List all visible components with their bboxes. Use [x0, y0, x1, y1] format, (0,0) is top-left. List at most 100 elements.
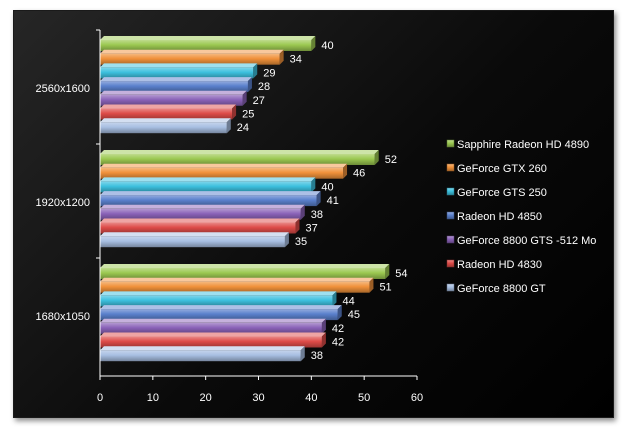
bar-front-face — [100, 350, 301, 362]
bar-end-face — [369, 277, 374, 293]
bar-end-face — [337, 305, 342, 321]
bar-top-face — [100, 63, 258, 68]
bar — [100, 264, 390, 279]
legend-item: GeForce GTS 250 — [446, 187, 547, 199]
bar-top-face — [100, 218, 300, 223]
bar-front-face — [100, 295, 333, 307]
data-label: 29 — [263, 67, 275, 79]
data-label: 38 — [311, 350, 323, 362]
bar-top-face — [100, 49, 284, 54]
data-label: 37 — [305, 223, 317, 235]
bar-end-face — [332, 291, 337, 307]
bar-end-face — [343, 163, 348, 179]
category-label: 1920x1200 — [36, 197, 90, 209]
bar — [100, 36, 316, 51]
x-tick-label: 30 — [252, 392, 264, 404]
bar-top-face — [100, 305, 342, 310]
category-label: 2560x1600 — [36, 83, 90, 95]
bar — [100, 63, 258, 79]
legend-swatch — [446, 211, 455, 220]
data-label: 40 — [321, 40, 333, 52]
bar-top-face — [100, 104, 237, 109]
bar-end-face — [279, 49, 284, 65]
legend-label: GeForce GTS 250 — [457, 187, 547, 199]
bar — [100, 191, 321, 207]
bar-front-face — [100, 167, 344, 179]
bar-front-face — [100, 40, 312, 51]
data-label: 28 — [258, 81, 270, 93]
bar-front-face — [100, 309, 338, 321]
bar-end-face — [253, 63, 258, 79]
bar-end-face — [374, 150, 379, 165]
legend: Sapphire Radeon HD 4890 GeForce GTX 260 Ge… — [446, 139, 596, 295]
bar — [100, 49, 284, 65]
legend-label: Sapphire Radeon HD 4890 — [457, 139, 589, 151]
data-label: 42 — [332, 323, 344, 335]
data-label: 42 — [332, 337, 344, 349]
bar-front-face — [100, 268, 386, 279]
bar-top-face — [100, 36, 316, 40]
bar-top-face — [100, 150, 379, 154]
bar-top-face — [100, 204, 305, 209]
data-label: 27 — [253, 95, 265, 107]
bar-top-face — [100, 163, 348, 168]
bar — [100, 332, 326, 348]
data-label: 54 — [395, 268, 407, 280]
bar-top-face — [100, 232, 289, 237]
legend-swatch — [446, 283, 455, 292]
legend-item: Sapphire Radeon HD 4890 — [446, 139, 589, 151]
bar — [100, 232, 289, 248]
legend-label: Radeon HD 4830 — [457, 259, 542, 271]
bar-front-face — [100, 122, 227, 134]
legend-label: Radeon HD 4850 — [457, 211, 542, 223]
bar — [100, 118, 231, 134]
bar-end-face — [300, 204, 305, 220]
x-tick-label: 10 — [147, 392, 159, 404]
bar — [100, 346, 305, 362]
bar-front-face — [100, 236, 285, 248]
bar-end-face — [247, 77, 252, 93]
legend-swatch — [446, 187, 455, 196]
data-label: 35 — [295, 236, 307, 248]
data-label: 46 — [353, 168, 365, 180]
bar-top-face — [100, 264, 390, 268]
bar-end-face — [321, 332, 326, 348]
bar-end-face — [226, 118, 231, 134]
bar-top-face — [100, 90, 247, 95]
bar — [100, 318, 326, 334]
bar — [100, 218, 300, 234]
bar-top-face — [100, 191, 321, 196]
bar-end-face — [311, 36, 316, 51]
bar-end-face — [242, 90, 247, 106]
bar — [100, 150, 379, 165]
data-label: 34 — [290, 54, 302, 66]
data-label: 41 — [327, 195, 339, 207]
bar-front-face — [100, 281, 370, 293]
bar — [100, 163, 348, 179]
legend-item: GeForce GTX 260 — [446, 163, 547, 175]
bar-top-face — [100, 318, 326, 323]
legend-swatch — [446, 259, 455, 268]
bar-top-face — [100, 118, 231, 123]
legend-swatch — [446, 163, 455, 172]
bar-front-face — [100, 154, 375, 165]
legend-swatch — [446, 235, 455, 244]
bar-end-face — [385, 264, 390, 279]
axes-layer: 2560x1600 1920x1200 1680x1050 0 10 20 30 40 50 60 — [36, 29, 423, 404]
bar-end-face — [321, 318, 326, 334]
bar — [100, 177, 316, 193]
data-label: 45 — [348, 309, 360, 321]
bar — [100, 305, 342, 321]
bar-top-face — [100, 291, 337, 296]
data-label: 38 — [311, 209, 323, 221]
legend-item: GeForce 8800 GTS -512 Mo — [446, 235, 596, 247]
bar-front-face — [100, 222, 296, 234]
bar — [100, 291, 337, 307]
bar-front-face — [100, 94, 243, 106]
x-tick-label: 20 — [200, 392, 212, 404]
legend-item: Radeon HD 4850 — [446, 211, 542, 223]
bar-top-face — [100, 77, 252, 82]
bar-top-face — [100, 346, 305, 351]
